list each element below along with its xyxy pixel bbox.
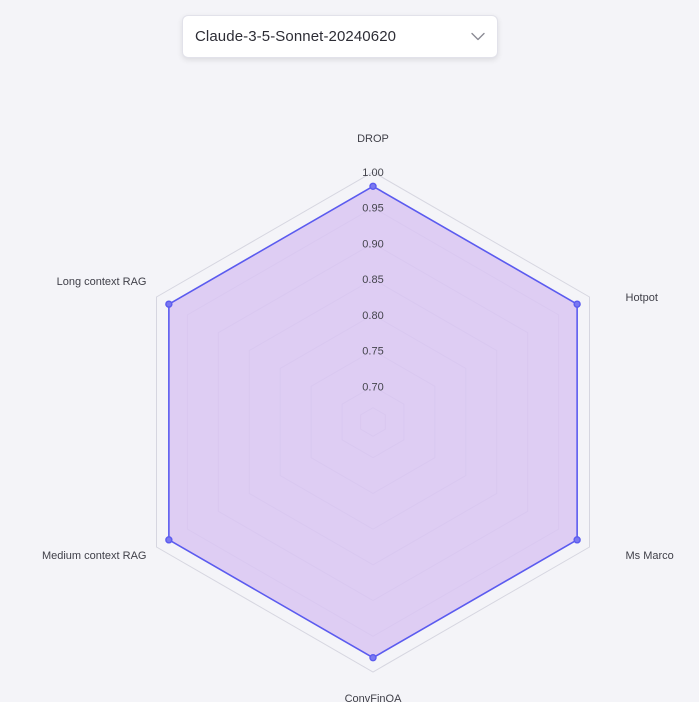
axis-label-medium-context-rag: Medium context RAG bbox=[42, 550, 147, 562]
tick-label: 0.75 bbox=[362, 346, 383, 358]
data-point-medium-context-rag bbox=[165, 536, 173, 544]
chevron-down-icon[interactable] bbox=[471, 32, 485, 41]
tick-label: 0.85 bbox=[362, 274, 383, 286]
tick-label: 0.80 bbox=[362, 310, 383, 322]
tick-label: 0.70 bbox=[362, 381, 383, 393]
data-point-long-context-rag bbox=[165, 300, 173, 308]
data-point-drop bbox=[369, 182, 377, 190]
tick-label: 0.95 bbox=[362, 203, 383, 215]
axis-label-drop: DROP bbox=[357, 133, 389, 145]
data-point-hotpot bbox=[573, 300, 581, 308]
axis-label-long-context-rag: Long context RAG bbox=[57, 276, 147, 288]
axis-label-ms-marco: Ms Marco bbox=[626, 550, 674, 562]
tick-label: 1.00 bbox=[362, 167, 383, 179]
axis-label-hotpot: Hotpot bbox=[626, 292, 658, 304]
tick-label: 0.90 bbox=[362, 238, 383, 250]
axis-label-convfinqa: ConvFinQA bbox=[345, 693, 403, 702]
data-point-ms-marco bbox=[573, 536, 581, 544]
model-select-value: Claude-3-5-Sonnet-20240620 bbox=[195, 28, 397, 45]
grid-ring bbox=[155, 171, 591, 673]
series-area bbox=[168, 185, 578, 659]
model-select-dropdown[interactable]: Claude-3-5-Sonnet-20240620 bbox=[182, 15, 498, 58]
data-point-convfinqa bbox=[369, 654, 377, 662]
